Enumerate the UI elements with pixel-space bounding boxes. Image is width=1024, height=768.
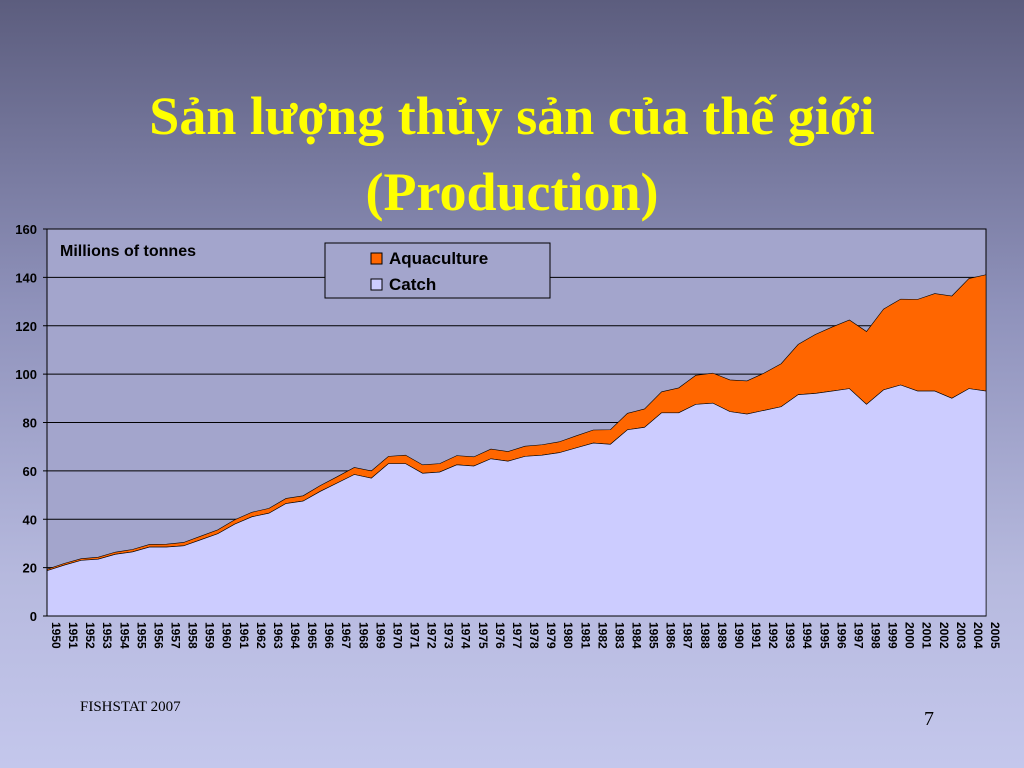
y-tick-label-160: 160 (15, 222, 37, 237)
units-annotation: Millions of tonnes (60, 243, 196, 260)
x-tick-label-1966: 1966 (322, 622, 336, 649)
x-tick-label-1992: 1992 (766, 622, 780, 649)
x-tick-label-1965: 1965 (305, 622, 319, 649)
x-tick-label-1985: 1985 (647, 622, 661, 649)
y-tick-label-60: 60 (23, 464, 37, 479)
x-tick-label-2004: 2004 (971, 622, 985, 649)
x-tick-label-1970: 1970 (390, 622, 404, 649)
x-tick-label-1958: 1958 (186, 622, 200, 649)
x-tick-label-1988: 1988 (698, 622, 712, 649)
legend-box (324, 242, 551, 299)
legend-label-aquaculture: Aquaculture (389, 249, 488, 268)
source-caption: FISHSTAT 2007 (80, 699, 181, 715)
x-tick-label-1954: 1954 (117, 622, 131, 649)
x-tick-label-1993: 1993 (783, 622, 797, 649)
x-tick-label-1960: 1960 (220, 622, 234, 649)
title-line-2: (Production) (365, 162, 659, 222)
y-tick-label-140: 140 (15, 270, 37, 285)
page-number: 7 (924, 708, 934, 730)
x-tick-label-1973: 1973 (442, 622, 456, 649)
x-tick-label-1982: 1982 (595, 622, 609, 649)
x-tick-label-2005: 2005 (988, 622, 1002, 649)
x-tick-label-1986: 1986 (664, 622, 678, 649)
x-tick-label-1963: 1963 (271, 622, 285, 649)
y-tick-label-40: 40 (23, 512, 37, 527)
x-tick-label-2002: 2002 (937, 622, 951, 649)
y-tick-label-20: 20 (23, 561, 37, 576)
x-tick-label-1977: 1977 (510, 622, 524, 649)
x-tick-label-1990: 1990 (732, 622, 746, 649)
x-tick-label-2001: 2001 (920, 622, 934, 649)
legend-swatch-aquaculture (370, 252, 383, 265)
y-tick-label-120: 120 (15, 319, 37, 334)
x-tick-label-1989: 1989 (715, 622, 729, 649)
x-tick-label-1964: 1964 (288, 622, 302, 649)
x-tick-label-1978: 1978 (527, 622, 541, 649)
x-tick-label-1983: 1983 (612, 622, 626, 649)
legend: Aquaculture Catch (324, 242, 551, 299)
x-tick-label-1951: 1951 (66, 622, 80, 649)
x-tick-label-1962: 1962 (254, 622, 268, 649)
x-tick-label-1974: 1974 (459, 622, 473, 649)
slide-title: Sản lượng thủy sản của thế giới (Product… (0, 78, 1024, 230)
x-tick-label-2003: 2003 (954, 622, 968, 649)
x-tick-label-1976: 1976 (493, 622, 507, 649)
x-tick-label-1995: 1995 (817, 622, 831, 649)
x-tick-label-1957: 1957 (169, 622, 183, 649)
x-tick-label-1955: 1955 (134, 622, 148, 649)
x-tick-label-1997: 1997 (851, 622, 865, 649)
x-tick-label-1959: 1959 (203, 622, 217, 649)
x-tick-label-1961: 1961 (237, 622, 251, 649)
x-tick-label-1952: 1952 (83, 622, 97, 649)
x-tick-label-1968: 1968 (356, 622, 370, 649)
x-tick-label-1984: 1984 (629, 622, 643, 649)
x-tick-label-1998: 1998 (868, 622, 882, 649)
catch-area (46, 384, 987, 617)
legend-swatch-catch (370, 278, 383, 291)
x-tick-label-1987: 1987 (681, 622, 695, 649)
x-tick-label-1994: 1994 (800, 622, 814, 649)
x-tick-label-1950: 1950 (49, 622, 63, 649)
y-tick-label-80: 80 (23, 416, 37, 431)
x-tick-label-1953: 1953 (100, 622, 114, 649)
x-tick-label-2000: 2000 (903, 622, 917, 649)
y-tick-label-0: 0 (30, 609, 37, 624)
x-tick-label-1979: 1979 (544, 622, 558, 649)
x-tick-label-1991: 1991 (749, 622, 763, 649)
x-tick-label-1999: 1999 (886, 622, 900, 649)
y-tick-label-100: 100 (15, 367, 37, 382)
x-tick-label-1969: 1969 (373, 622, 387, 649)
x-tick-label-1996: 1996 (834, 622, 848, 649)
x-tick-label-1972: 1972 (425, 622, 439, 649)
title-line-1: Sản lượng thủy sản của thế giới (149, 86, 875, 146)
x-tick-label-1971: 1971 (408, 622, 422, 649)
x-tick-label-1981: 1981 (578, 622, 592, 649)
legend-label-catch: Catch (389, 275, 436, 294)
x-tick-label-1956: 1956 (151, 622, 165, 649)
x-tick-label-1967: 1967 (339, 622, 353, 649)
x-tick-label-1975: 1975 (476, 622, 490, 649)
x-tick-label-1980: 1980 (561, 622, 575, 649)
